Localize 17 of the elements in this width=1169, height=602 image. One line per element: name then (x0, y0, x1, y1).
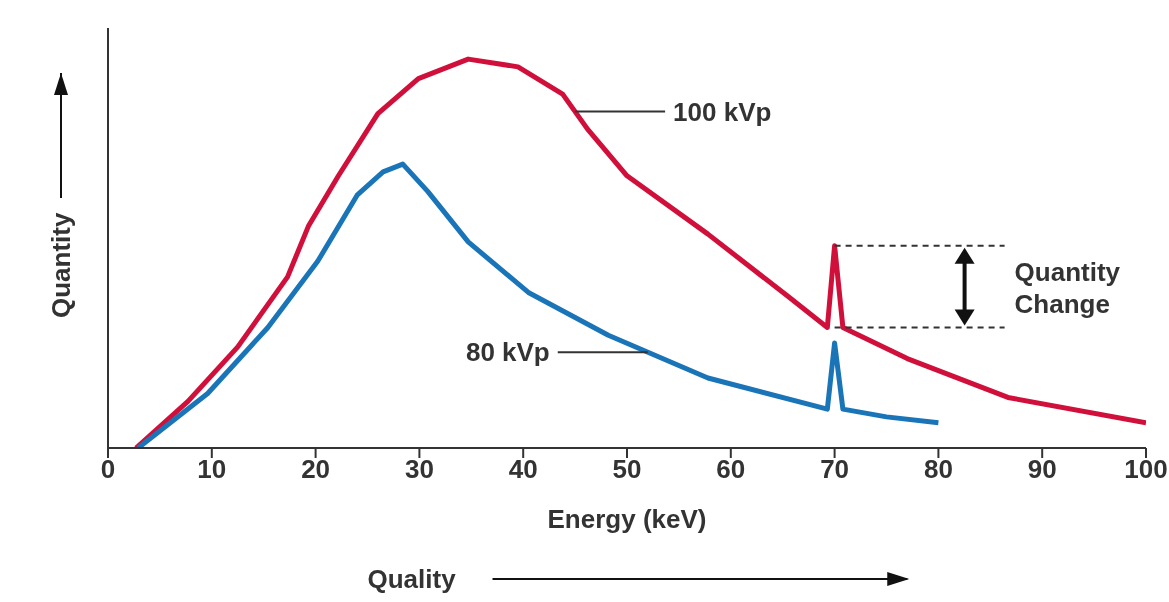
x-tick-label: 90 (1027, 454, 1057, 485)
x-tick-label: 40 (508, 454, 538, 485)
annotation: Quantity Change (1014, 256, 1121, 319)
text: 100 kVp (673, 96, 772, 127)
x-tick-label: 10 (197, 454, 227, 485)
x-tick-label: 80 (923, 454, 953, 485)
x-tick-label: 0 (100, 454, 116, 485)
x-tick-label: 20 (301, 454, 331, 485)
x-tick-label: 70 (820, 454, 850, 485)
x-tick-label: 60 (716, 454, 746, 485)
y-axis-title: Quantity (46, 212, 76, 318)
text: Quality (367, 564, 457, 594)
x-tick-label: 100 (1124, 454, 1168, 485)
series-label: 80 kVp (465, 337, 550, 368)
x-axis-title: Energy (keV) (547, 504, 707, 535)
x-tick-label: 50 (612, 454, 642, 485)
x-tick-label: 30 (404, 454, 434, 485)
